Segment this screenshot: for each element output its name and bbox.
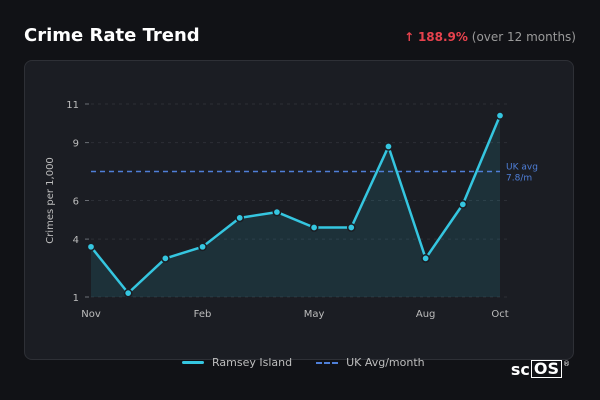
data-point [123,288,133,298]
change-period: (over 12 months) [471,30,576,44]
y-tick-label: 11 [66,100,79,111]
series-area [91,115,500,297]
data-point [421,254,430,263]
change-indicator: ↑ 188.9% (over 12 months) [404,30,576,44]
change-arrow: ↑ [404,30,415,44]
logo-text-b: OS [530,360,562,378]
data-point [86,242,96,252]
x-tick-label: May [304,309,325,320]
logo-text-a: sc [510,360,530,379]
y-tick-label: 4 [73,235,79,246]
x-tick-label: Nov [81,309,101,320]
y-axis-label: Crimes per 1,000 [45,157,56,244]
x-tick-label: Feb [194,309,212,320]
series-line [90,115,502,295]
legend-benchmark-label: UK Avg/month [346,356,425,369]
y-tick-label: 6 [73,197,79,208]
y-tick-label: 9 [73,139,79,150]
logo-registered-mark: ® [563,360,570,368]
data-point [235,213,245,223]
x-tick-label: Oct [491,309,508,320]
data-point [384,142,393,151]
data-point [458,200,468,209]
data-point [309,223,319,232]
series-swatch [182,361,204,364]
data-point [495,111,505,120]
legend: Ramsey Island UK Avg/month [182,356,449,369]
data-point [346,223,356,232]
legend-series-label: Ramsey Island [212,356,293,369]
chart-title: Crime Rate Trend [24,25,200,46]
benchmark-swatch [316,361,339,364]
legend-item-series[interactable]: Ramsey Island [182,356,292,369]
data-point [161,254,170,263]
data-point [272,207,282,217]
chart-panel [24,60,574,360]
benchmark-value-label: 7.8/m [506,174,532,184]
legend-item-benchmark[interactable]: UK Avg/month [316,356,425,369]
brand-logo: sc OS ® [511,360,570,379]
change-value: 188.9% [417,30,468,44]
data-point [198,242,207,252]
y-tick-label: 1 [73,293,79,304]
benchmark-label: UK avg [506,163,538,173]
x-tick-label: Aug [416,309,436,320]
